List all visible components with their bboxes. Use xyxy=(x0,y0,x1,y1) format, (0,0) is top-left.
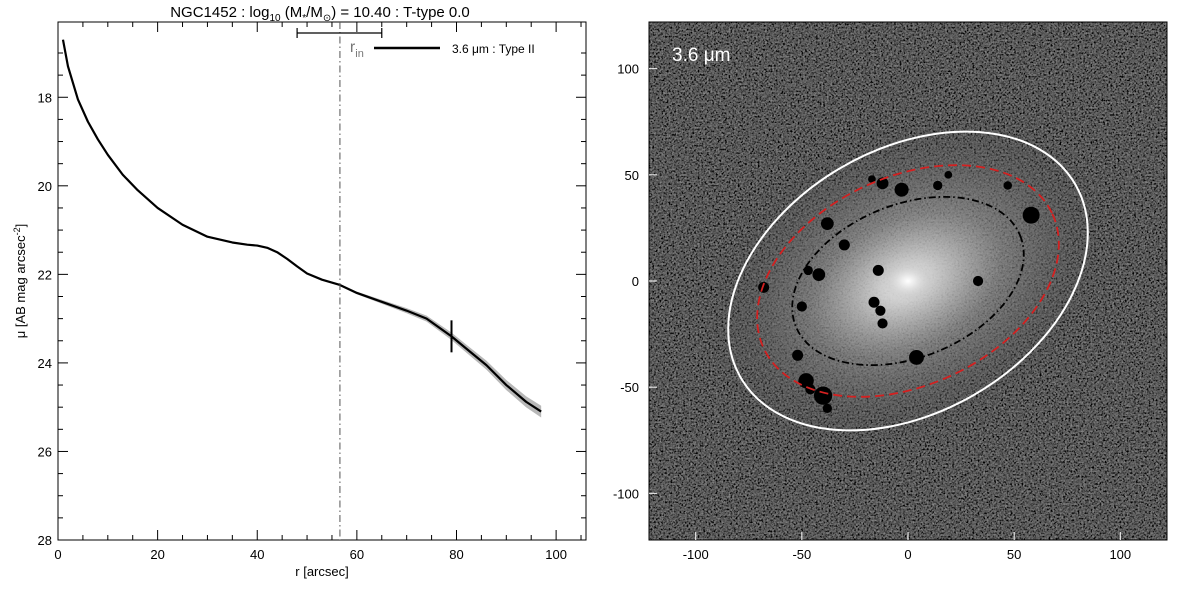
x-tick-label: 20 xyxy=(150,547,164,562)
galaxy-light xyxy=(707,116,1109,446)
image-y-tick-label: -100 xyxy=(613,486,639,501)
star-mask xyxy=(1022,206,1040,224)
y-tick-label: 26 xyxy=(38,444,52,459)
star-mask xyxy=(838,239,850,251)
ellipse-inner xyxy=(791,195,1025,367)
star-mask xyxy=(820,217,834,231)
x-tick-label: 80 xyxy=(449,547,463,562)
profile-panel: NGC1452 : log10 (M*/M⊙) = 10.40 : T-type… xyxy=(12,4,587,579)
star-mask xyxy=(868,296,880,308)
star-mask xyxy=(813,386,833,405)
image-y-tick-label: 50 xyxy=(625,168,639,183)
star-mask xyxy=(822,403,832,414)
image-x-axis: -100 -50 0 50 100 xyxy=(683,532,1131,562)
chart-title: NGC1452 : log10 (M*/M⊙) = 10.40 : T-type… xyxy=(170,4,470,24)
y-tick-label: 22 xyxy=(38,267,52,282)
break-radius-label: rin xyxy=(350,39,364,60)
image-x-tick-label: 100 xyxy=(1109,547,1131,562)
star-mask xyxy=(796,301,807,312)
x-tick-label: 0 xyxy=(54,547,61,562)
star-mask xyxy=(875,305,886,316)
image-panel: 3.6 μm -100 -50 0 50 100 -100 -50 0 50 100 xyxy=(613,21,1168,562)
star-mask xyxy=(792,349,804,361)
star-mask xyxy=(972,275,984,287)
series-line xyxy=(61,39,542,413)
star-masks xyxy=(758,171,1040,414)
image-y-tick-label: 0 xyxy=(632,274,639,289)
image-y-axis: -100 -50 0 50 100 xyxy=(613,62,657,501)
y-tick-label: 24 xyxy=(38,356,52,371)
star-mask xyxy=(812,268,826,281)
series-error-band xyxy=(339,284,542,418)
y-tick-label: 20 xyxy=(38,179,52,194)
image-x-tick-label: 50 xyxy=(1007,547,1021,562)
star-mask xyxy=(876,177,889,190)
legend: 3.6 μm : Type II xyxy=(374,42,535,56)
y-tick-label: 18 xyxy=(38,90,52,105)
image-x-tick-label: -100 xyxy=(683,547,709,562)
image-x-tick-label: -50 xyxy=(792,547,811,562)
x-axis: 0 20 40 60 80 100 xyxy=(54,22,582,562)
legend-label: 3.6 μm : Type II xyxy=(452,42,535,56)
x-tick-label: 60 xyxy=(350,547,364,562)
image-x-tick-label: 0 xyxy=(904,547,911,562)
star-mask xyxy=(933,180,943,191)
star-mask xyxy=(803,265,813,276)
y-tick-label: 28 xyxy=(38,533,52,548)
galaxy-image xyxy=(649,22,1167,540)
x-axis-label: r [arcsec] xyxy=(295,564,348,579)
ellipse-outer xyxy=(727,130,1089,432)
star-mask xyxy=(909,349,924,365)
series-lines xyxy=(61,39,542,418)
star-mask xyxy=(872,264,884,276)
y-axis-label: μ [AB mag arcsec-2] xyxy=(12,224,28,339)
x-tick-label: 40 xyxy=(250,547,264,562)
annotations: rin xyxy=(296,22,453,540)
image-y-tick-label: 100 xyxy=(617,62,639,77)
star-mask xyxy=(877,318,888,329)
galaxy-core xyxy=(882,261,934,301)
y-axis: 18 20 22 24 26 28 xyxy=(38,52,586,548)
band-label: 3.6 μm xyxy=(672,45,730,66)
star-mask xyxy=(1003,181,1013,190)
plot-frame xyxy=(57,21,587,541)
star-mask xyxy=(894,182,909,197)
star-mask xyxy=(944,171,953,179)
image-y-tick-label: -50 xyxy=(620,380,639,395)
star-mask xyxy=(868,175,876,183)
x-tick-label: 100 xyxy=(545,547,567,562)
